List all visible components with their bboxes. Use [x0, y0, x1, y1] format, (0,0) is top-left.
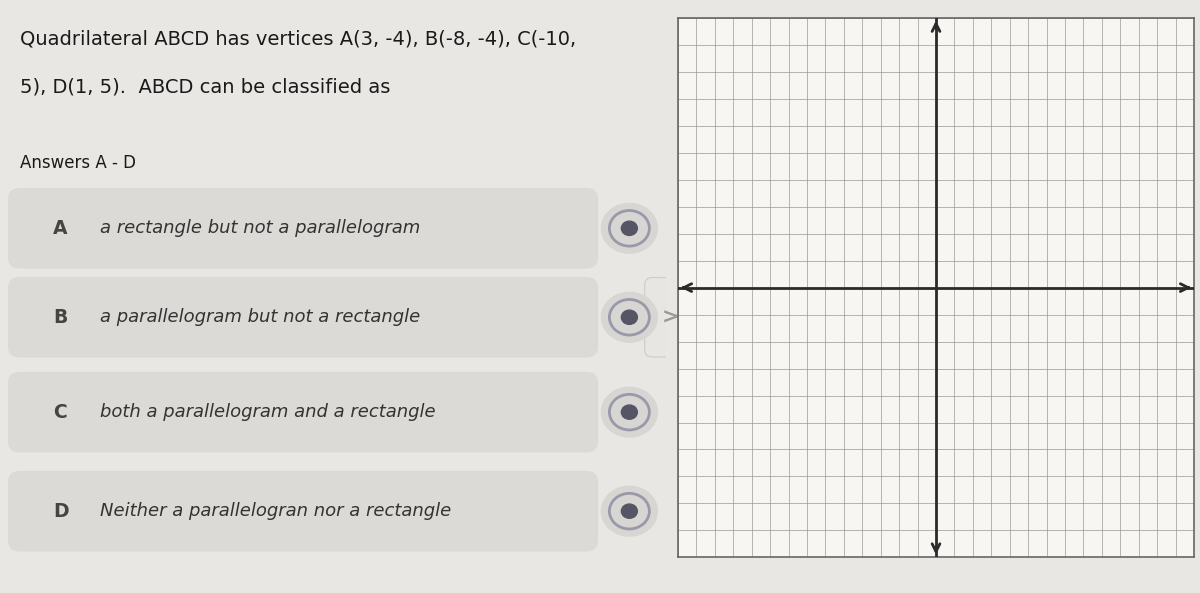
Circle shape — [622, 504, 637, 518]
Text: both a parallelogram and a rectangle: both a parallelogram and a rectangle — [100, 403, 436, 421]
Circle shape — [622, 310, 637, 324]
Circle shape — [601, 486, 658, 536]
Text: 5), D(1, 5).  ABCD can be classified as: 5), D(1, 5). ABCD can be classified as — [20, 77, 390, 96]
Circle shape — [601, 292, 658, 342]
Text: Quadrilateral ABCD has vertices A(3, -4), B(-8, -4), C(-10,: Quadrilateral ABCD has vertices A(3, -4)… — [20, 30, 576, 49]
FancyBboxPatch shape — [644, 278, 697, 357]
FancyBboxPatch shape — [8, 277, 598, 358]
Text: B: B — [53, 308, 67, 327]
Circle shape — [601, 203, 658, 253]
FancyBboxPatch shape — [8, 372, 598, 452]
FancyBboxPatch shape — [8, 471, 598, 551]
Text: >: > — [662, 307, 679, 327]
Circle shape — [601, 387, 658, 437]
Text: a rectangle but not a parallelogram: a rectangle but not a parallelogram — [100, 219, 420, 237]
Text: D: D — [53, 502, 68, 521]
Circle shape — [622, 221, 637, 235]
FancyBboxPatch shape — [8, 188, 598, 269]
Circle shape — [622, 405, 637, 419]
Text: a parallelogram but not a rectangle: a parallelogram but not a rectangle — [100, 308, 420, 326]
Text: C: C — [53, 403, 67, 422]
Text: Neither a parallelogran nor a rectangle: Neither a parallelogran nor a rectangle — [100, 502, 451, 520]
Text: Answers A - D: Answers A - D — [20, 154, 136, 172]
Text: A: A — [53, 219, 67, 238]
